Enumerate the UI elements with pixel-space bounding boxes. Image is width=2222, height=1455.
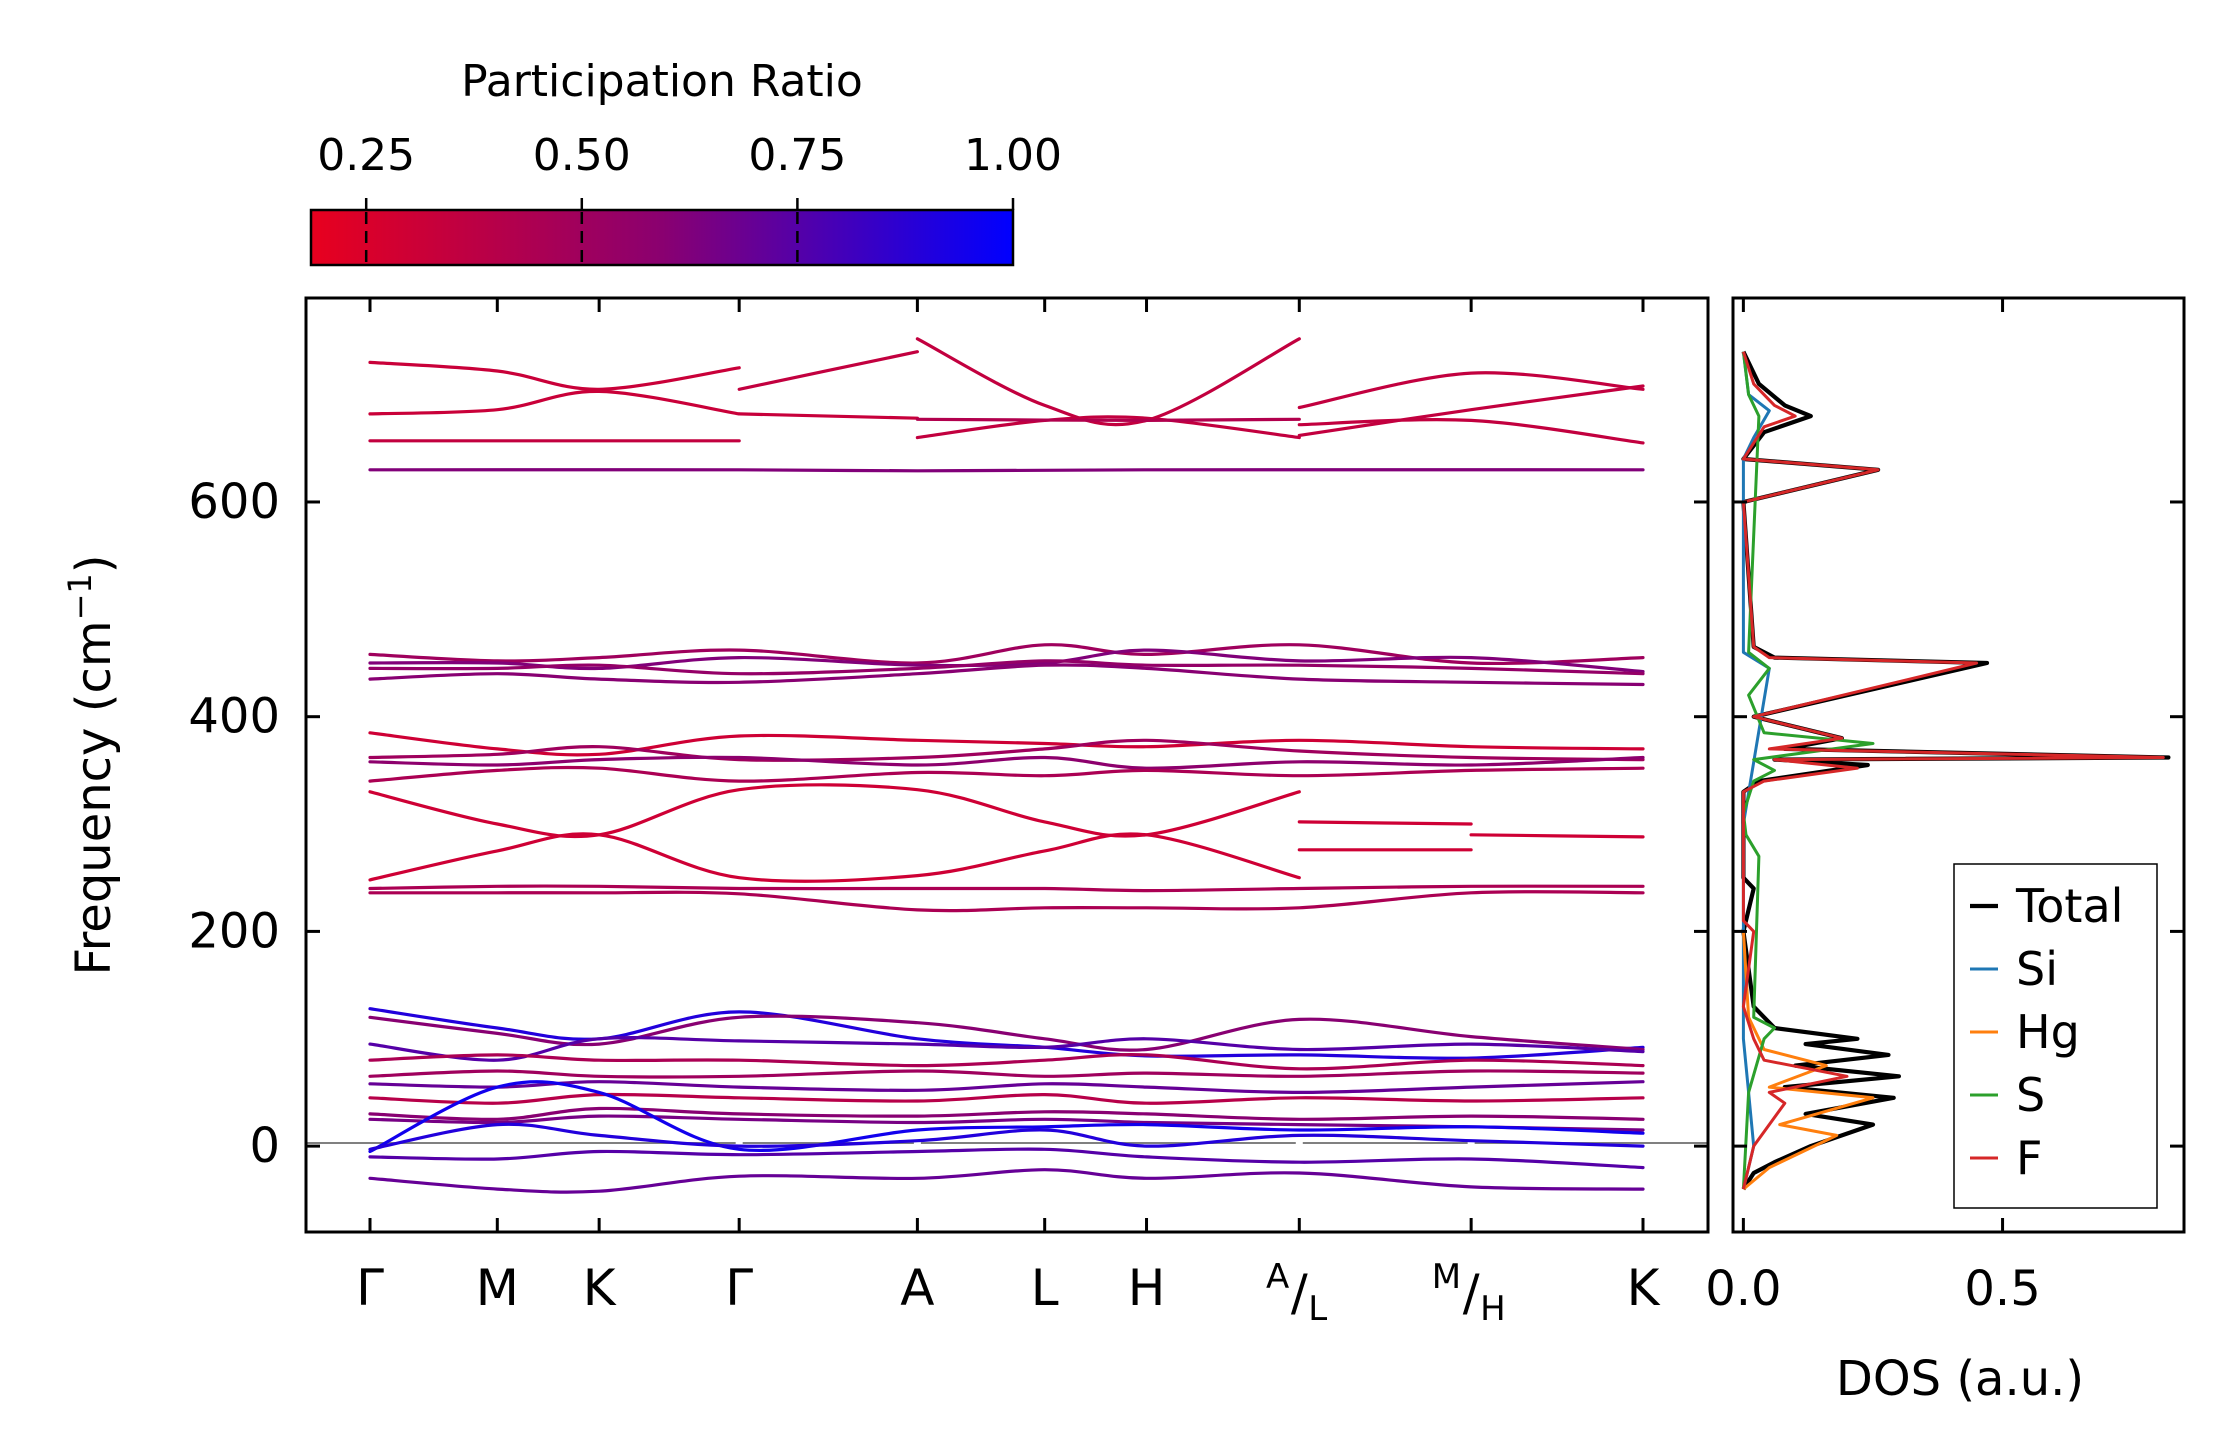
dos-series-hg	[1741, 931, 1875, 1191]
high-symmetry-slash: /	[1463, 1264, 1480, 1322]
phonon-band	[1297, 384, 1645, 437]
colorbar-tick-label: 0.75	[748, 130, 846, 181]
high-symmetry-label: M	[476, 1259, 519, 1317]
phonon-band	[368, 884, 1645, 893]
legend-label: Total	[2015, 879, 2123, 933]
legend-label: S	[2016, 1068, 2045, 1122]
high-symmetry-label-split: A / L	[1266, 1257, 1327, 1329]
colorbar-ticks: 0.25 0.50 0.75 1.00	[317, 130, 1062, 263]
phonon-band	[368, 360, 741, 391]
phonon-band	[915, 415, 1301, 440]
legend-label: Si	[2016, 942, 2058, 996]
phonon-band	[368, 1053, 1645, 1071]
high-symmetry-label: K	[583, 1259, 617, 1317]
phonon-band	[368, 1147, 1645, 1170]
dos-x-tick-label: 0.0	[1705, 1261, 1781, 1317]
high-symmetry-label: Γ	[356, 1259, 384, 1317]
phonon-band	[368, 1168, 1645, 1194]
high-symmetry-label: K	[1627, 1259, 1661, 1317]
colorbar-title: Participation Ratio	[461, 56, 863, 107]
phonon-band	[368, 659, 1645, 676]
dos-curves	[1741, 350, 2171, 1191]
dos-x-tick-label: 0.5	[1964, 1261, 2040, 1317]
dos-series-s	[1741, 351, 1875, 1190]
colorbar: Participation Ratio 0.25 0.50 0.75 1.00	[309, 56, 1062, 267]
phonon-band	[368, 1122, 1645, 1151]
phonon-bands	[368, 337, 1645, 1194]
phonon-band	[1469, 833, 1645, 839]
phonon-band	[368, 1069, 1645, 1079]
high-symmetry-label-top: M	[1432, 1257, 1461, 1297]
phonon-band	[737, 350, 919, 391]
colorbar-tick-label: 0.50	[533, 130, 631, 181]
dos-axis-label: DOS (a.u.)	[1836, 1351, 2084, 1407]
phonon-band	[368, 643, 1645, 666]
dos-series-f	[1741, 351, 2165, 1190]
phonon-band	[368, 389, 741, 416]
dos-panel: 0.0 0.5 DOS (a.u.) Total Si Hg SF	[1705, 296, 2186, 1407]
y-tick-label: 0	[249, 1118, 280, 1174]
legend-label: F	[2016, 1131, 2042, 1185]
legend-box	[1953, 863, 2158, 1209]
high-symmetry-label-bottom: H	[1480, 1289, 1506, 1329]
y-tick-label: 200	[188, 903, 280, 959]
colorbar-gradient	[309, 208, 1015, 267]
phonon-band	[368, 663, 1645, 687]
phonon-band	[368, 1114, 1645, 1132]
band-axes-frame	[304, 296, 1710, 1234]
high-symmetry-label: A	[900, 1259, 934, 1317]
high-symmetry-label: H	[1128, 1259, 1166, 1317]
phonon-band	[368, 1007, 1645, 1060]
colorbar-tick-label: 0.25	[317, 130, 415, 181]
high-symmetry-label: Γ	[725, 1259, 753, 1317]
phonon-band	[915, 337, 1301, 427]
high-symmetry-label-split: M / H	[1432, 1257, 1506, 1329]
phonon-band	[915, 417, 1301, 423]
phonon-band	[368, 783, 1301, 839]
frequency-axis-label: Frequency (cm−1)	[61, 554, 122, 975]
colorbar-tick-label: 1.00	[964, 130, 1062, 181]
path-axis-ticks: Γ M K Γ A L H A / LM / H K	[356, 298, 1661, 1329]
dos-axes-frame	[1731, 296, 2186, 1234]
dos-legend: Total Si Hg SF	[1953, 863, 2158, 1209]
high-symmetry-slash: /	[1291, 1264, 1308, 1322]
legend-label: Hg	[2016, 1005, 2080, 1059]
y-tick-label: 600	[188, 474, 280, 530]
high-symmetry-label: L	[1031, 1259, 1059, 1317]
high-symmetry-label-bottom: L	[1308, 1289, 1327, 1329]
phonon-band	[1297, 418, 1645, 445]
phonon-band	[368, 1036, 1645, 1062]
phonon-band	[368, 832, 1301, 883]
phonon-band	[368, 755, 1645, 770]
dos-axis-ticks: 0.0 0.5	[1705, 298, 2184, 1317]
high-symmetry-label-top: A	[1266, 1257, 1289, 1297]
phonon-band	[368, 765, 1645, 783]
phonon-band	[368, 1092, 1645, 1105]
phonon-band	[1297, 820, 1473, 826]
phonon-band	[368, 468, 1645, 473]
phonon-band	[368, 1106, 1645, 1121]
phonon-band	[368, 890, 1645, 913]
phonon-band	[368, 731, 1645, 757]
phonon-band	[368, 1080, 1645, 1154]
phonon-band	[368, 1014, 1645, 1052]
frequency-axis-ticks: 0 200 400 600	[188, 474, 1708, 1174]
phonon-band	[1297, 371, 1645, 410]
y-tick-label: 400	[188, 689, 280, 745]
phonon-band	[368, 738, 1645, 762]
phonon-band	[737, 412, 919, 420]
